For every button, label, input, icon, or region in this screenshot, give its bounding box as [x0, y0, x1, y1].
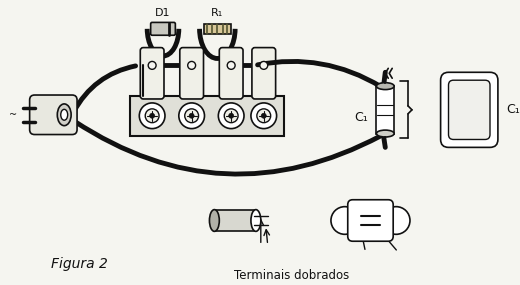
Text: R₁: R₁: [211, 8, 224, 18]
FancyBboxPatch shape: [140, 48, 164, 99]
Text: D1: D1: [155, 8, 171, 18]
Text: Terminais dobrados: Terminais dobrados: [234, 269, 349, 282]
FancyBboxPatch shape: [440, 72, 498, 147]
Text: C₁: C₁: [506, 103, 519, 116]
Circle shape: [257, 109, 271, 123]
Circle shape: [229, 113, 233, 118]
Bar: [131, 96, 283, 136]
FancyBboxPatch shape: [252, 48, 276, 99]
Circle shape: [382, 207, 410, 234]
Ellipse shape: [376, 130, 394, 137]
Circle shape: [150, 113, 154, 118]
Circle shape: [227, 62, 235, 69]
Circle shape: [179, 103, 204, 129]
Circle shape: [188, 62, 196, 69]
Circle shape: [145, 109, 159, 123]
FancyBboxPatch shape: [203, 24, 231, 34]
FancyBboxPatch shape: [219, 48, 243, 99]
Ellipse shape: [61, 109, 68, 120]
Ellipse shape: [251, 209, 261, 231]
FancyBboxPatch shape: [151, 23, 175, 35]
Circle shape: [224, 109, 238, 123]
FancyBboxPatch shape: [348, 200, 393, 241]
Bar: [214, 209, 256, 231]
FancyBboxPatch shape: [180, 48, 203, 99]
Circle shape: [185, 109, 199, 123]
Ellipse shape: [210, 209, 219, 231]
Circle shape: [260, 62, 268, 69]
Circle shape: [218, 103, 244, 129]
FancyBboxPatch shape: [449, 80, 490, 139]
FancyBboxPatch shape: [30, 95, 77, 135]
Text: C₁: C₁: [354, 111, 368, 124]
Circle shape: [139, 103, 165, 129]
Text: ~: ~: [9, 110, 17, 120]
Circle shape: [148, 62, 156, 69]
Circle shape: [251, 103, 277, 129]
Ellipse shape: [57, 104, 71, 126]
Circle shape: [331, 207, 359, 234]
Circle shape: [189, 113, 194, 118]
Ellipse shape: [376, 83, 394, 89]
Circle shape: [262, 113, 266, 118]
FancyBboxPatch shape: [376, 86, 394, 134]
Text: Figura 2: Figura 2: [51, 257, 108, 271]
